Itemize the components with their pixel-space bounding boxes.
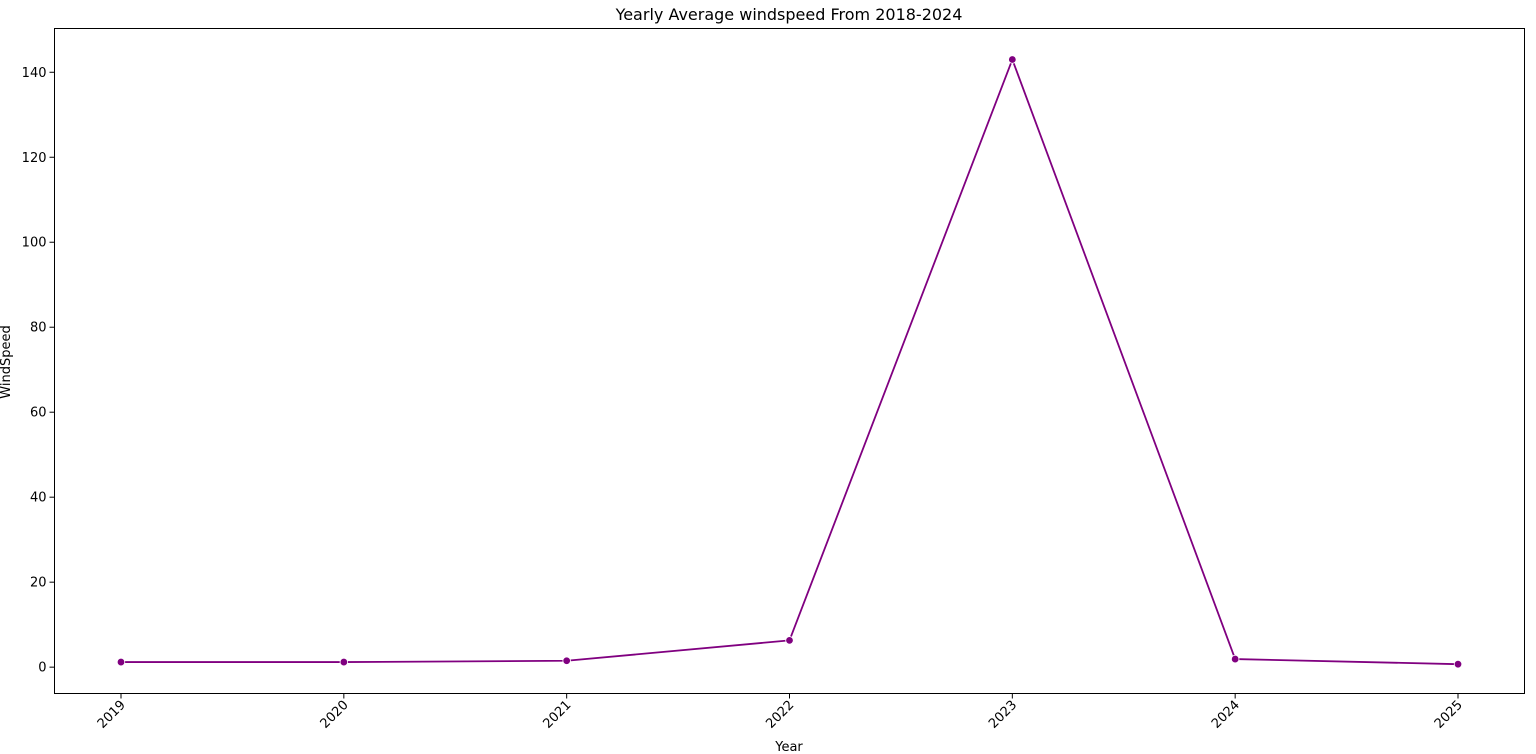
y-tick-label: 140: [22, 66, 47, 81]
x-tick-label: 2022: [763, 698, 797, 732]
plot-frame: [54, 28, 1525, 694]
y-tick-label: 60: [30, 406, 47, 421]
series-line: [121, 58, 1459, 666]
x-tick-label: 2025: [1432, 698, 1466, 732]
data-point: [339, 657, 349, 667]
x-tick-label: 2024: [1209, 698, 1243, 732]
y-tick-label: 120: [22, 151, 47, 166]
data-point: [1453, 659, 1463, 669]
data-point: [1230, 654, 1240, 664]
y-axis: 0 20 40 60 80 100 120 140: [22, 66, 55, 676]
y-tick-label: 20: [30, 576, 47, 591]
data-point: [116, 657, 126, 667]
data-point: [562, 656, 571, 665]
x-tick-label: 2020: [318, 698, 352, 732]
x-axis: 2019 2020 2021 2022 2023 2024 2025: [95, 693, 1466, 732]
y-tick-label: 0: [38, 661, 46, 676]
data-point: [785, 636, 794, 645]
series-layer: [116, 55, 1463, 669]
y-tick-label: 100: [22, 236, 47, 251]
y-axis-label: WindSpeed: [0, 325, 14, 398]
x-tick-label: 2019: [95, 698, 129, 732]
y-tick-label: 80: [30, 321, 47, 336]
x-tick-label: 2023: [986, 698, 1020, 732]
x-axis-label: Year: [774, 740, 803, 754]
data-point: [1008, 55, 1017, 64]
x-tick-label: 2021: [540, 698, 574, 732]
y-tick-label: 40: [30, 491, 47, 506]
chart-title: Yearly Average windspeed From 2018-2024: [615, 5, 963, 24]
